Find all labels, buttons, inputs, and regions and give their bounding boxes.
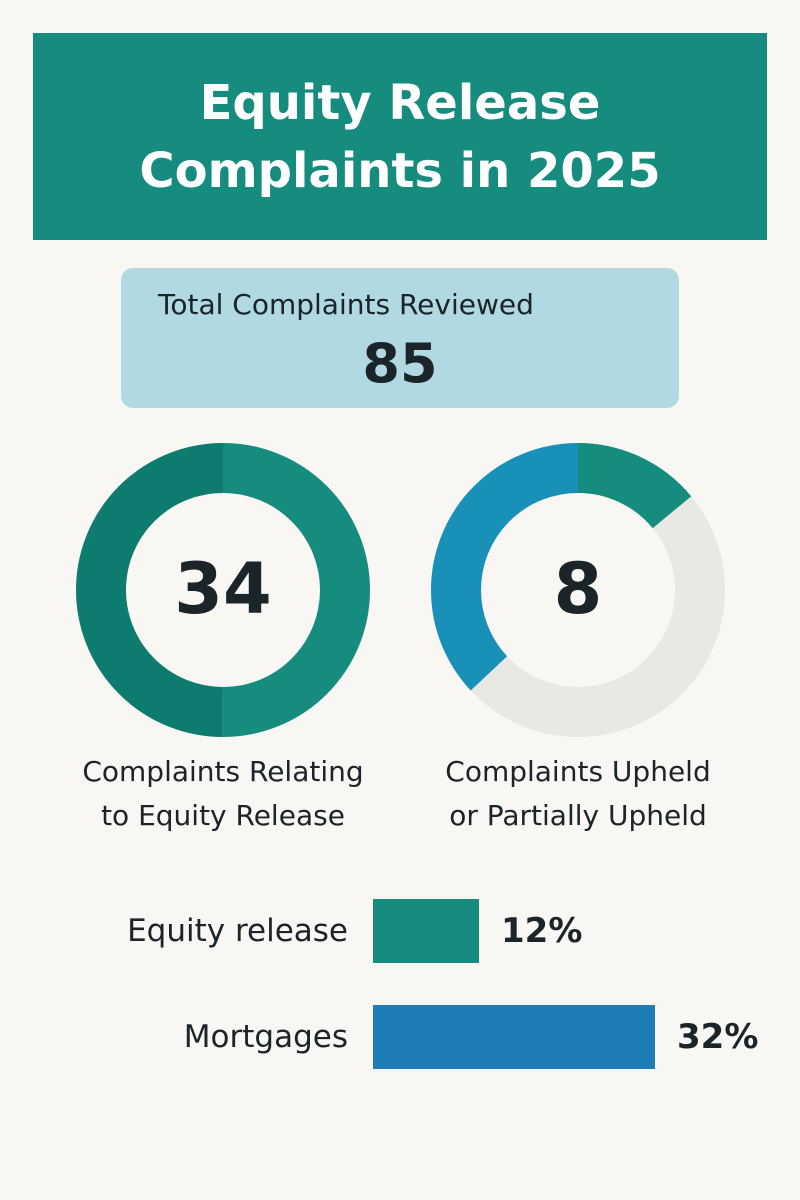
- donut-segment-dark-teal: [76, 443, 370, 737]
- donut-label-line: to Equity Release: [101, 799, 345, 832]
- bar-equity-release: [373, 899, 479, 963]
- total-complaints-label: Total Complaints Reviewed: [158, 288, 534, 321]
- bar-label: Equity release: [127, 913, 348, 949]
- donut-svg-upheld: [431, 443, 725, 737]
- donut-svg-equity-release: [76, 443, 370, 737]
- donut-label-equity-release: Complaints Relating to Equity Release: [48, 750, 398, 838]
- total-complaints-value: 85: [362, 332, 438, 395]
- bar-row-mortgages: Mortgages 32%: [0, 1005, 800, 1069]
- title-banner: Equity Release Complaints in 2025: [33, 33, 767, 240]
- donut-label-upheld: Complaints Upheld or Partially Upheld: [403, 750, 753, 838]
- bar-value-label: 12%: [501, 911, 583, 951]
- bar-value-label: 32%: [677, 1017, 759, 1057]
- donut-label-line: or Partially Upheld: [449, 799, 707, 832]
- bar-track: [373, 1005, 673, 1069]
- donut-equity-release: 34 Complaints Relating to Equity Release: [48, 440, 398, 838]
- bar-label: Mortgages: [183, 1019, 348, 1055]
- title-line-1: Equity Release: [199, 74, 601, 131]
- bar-row-equity-release: Equity release 12%: [0, 899, 800, 963]
- donut-segment-remaining: [431, 443, 725, 737]
- bar-mortgages: [373, 1005, 655, 1069]
- donut-upheld: 8 Complaints Upheld or Partially Upheld: [403, 440, 753, 838]
- bar-track: [373, 899, 673, 963]
- donut-value-upheld: 8: [553, 548, 603, 630]
- donut-label-line: Complaints Relating: [82, 755, 364, 788]
- title-line-2: Complaints in 2025: [139, 142, 661, 199]
- total-complaints-card: Total Complaints Reviewed 85: [121, 268, 679, 408]
- donut-label-line: Complaints Upheld: [445, 755, 711, 788]
- donut-chart-equity-release: 34: [73, 440, 373, 740]
- donut-chart-upheld: 8: [428, 440, 728, 740]
- donut-segment-blue: [431, 443, 725, 737]
- donut-value-equity-release: 34: [174, 548, 272, 630]
